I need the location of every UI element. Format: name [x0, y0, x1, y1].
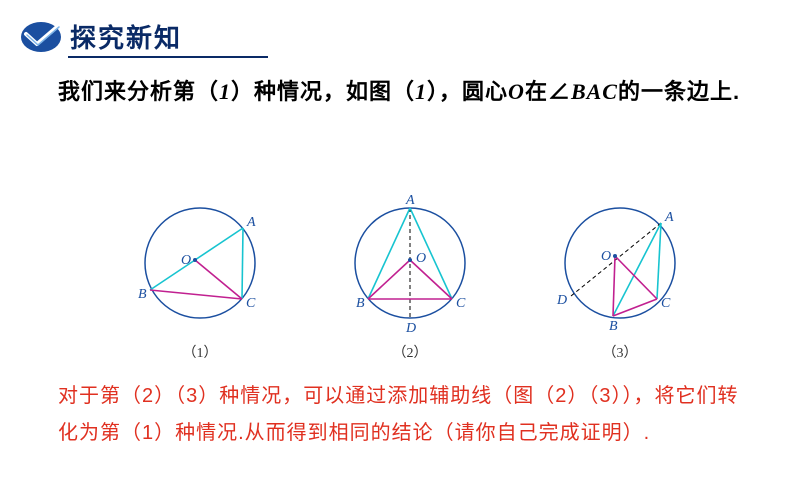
- paragraph-1: 我们来分析第（1）种情况，如图（1），圆心O在∠BAC的一条边上.: [58, 72, 748, 112]
- svg-text:A: A: [246, 215, 256, 230]
- logo-icon: [18, 20, 64, 54]
- svg-text:O: O: [416, 251, 426, 266]
- svg-text:O: O: [181, 253, 191, 268]
- svg-text:D: D: [556, 293, 567, 308]
- svg-text:A: A: [664, 210, 674, 225]
- figure-1-caption: （1）: [183, 342, 218, 362]
- figure-3-caption: （3）: [603, 342, 638, 362]
- svg-text:C: C: [661, 296, 671, 311]
- svg-text:B: B: [356, 296, 365, 311]
- figure-3: A O B C D （3）: [530, 188, 710, 362]
- paragraph-2: 对于第（2）（3）种情况，可以通过添加辅助线（图（2）（3）），将它们转化为第（…: [58, 378, 748, 452]
- section-title: 探究新知: [70, 18, 182, 55]
- figure-1: A O B C （1）: [110, 188, 290, 362]
- svg-text:B: B: [609, 319, 618, 334]
- title-underline: [68, 56, 268, 58]
- svg-text:C: C: [456, 296, 466, 311]
- svg-text:A: A: [405, 193, 415, 208]
- svg-text:O: O: [601, 249, 611, 264]
- svg-text:C: C: [246, 296, 256, 311]
- figures-row: A O B C （1） A O B C D （2） A O B C D （3）: [110, 188, 710, 362]
- figure-2: A O B C D （2）: [320, 188, 500, 362]
- svg-text:D: D: [405, 321, 416, 336]
- svg-text:B: B: [138, 287, 147, 302]
- figure-2-caption: （2）: [393, 342, 428, 362]
